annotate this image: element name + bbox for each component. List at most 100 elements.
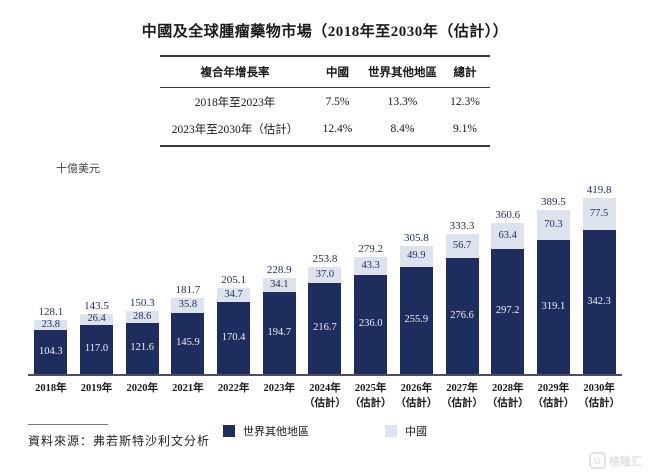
bar-chart-bars: 128.1 23.8 104.3 143.5 26.4 117.0 150.3 28.6 121…: [26, 178, 624, 374]
x-axis-label: 2026年 （估計）: [395, 383, 438, 410]
table-header-total: 總計: [440, 55, 490, 88]
x-axis-line: [28, 374, 622, 376]
table-cell-period: 2018年至2023年: [194, 97, 276, 109]
bar-segment-china: 23.8: [34, 319, 68, 331]
bar-column: 360.6 63.4 297.2: [485, 209, 531, 374]
y-axis-unit-label: 十億美元: [56, 163, 100, 175]
bar-total-label: 360.6: [495, 208, 521, 221]
x-axis-label: 2020年: [126, 383, 158, 394]
table-cell-rest-of-world: 8.4%: [365, 115, 440, 147]
bar-column: 228.9 34.1 194.7: [256, 264, 302, 374]
bar-segment-rest-of-world: 236.0: [354, 274, 388, 374]
legend-swatch: [385, 425, 397, 438]
bar-segment-rest-of-world: 276.6: [445, 257, 479, 374]
x-axis-label: 2027年 （估計）: [441, 383, 484, 410]
x-axis-label: 2019年: [80, 383, 113, 394]
source-text: 資料來源：弗若斯特沙利文分析: [28, 434, 211, 448]
bar-total-label: 181.7: [175, 283, 201, 296]
legend-label: 世界其他地區: [243, 426, 309, 439]
table-header-cagr: 複合年增長率: [160, 55, 310, 88]
gelonghui-logo-icon: G: [589, 452, 606, 469]
bar-segment-rest-of-world: 297.2: [491, 249, 525, 374]
bar-segment-rest-of-world: 319.1: [536, 239, 570, 374]
bar-segment-china: 35.8: [171, 297, 205, 313]
x-axis-label: 2021年: [172, 383, 204, 394]
bar-segment-rest-of-world: 145.9: [171, 312, 205, 374]
bar-segment-rest-of-world: 104.3: [34, 330, 68, 374]
source-footer: 資料來源：弗若斯特沙利文分析: [28, 424, 210, 449]
bar-segment-china: 37.0: [308, 267, 342, 283]
cagr-table: 複合年增長率 中國 世界其他地區 總計 2018年至2023年 7.5% 13.…: [160, 55, 490, 147]
bar-total-label: 143.5: [84, 299, 109, 312]
bar-segment-china: 34.7: [217, 287, 251, 303]
bar-total-label: 279.2: [358, 242, 384, 255]
x-axis-label: 2018年: [35, 383, 67, 394]
table-cell-total: 9.1%: [440, 115, 490, 147]
bar-segment-china: 26.4: [80, 313, 114, 325]
bar-column: 128.1 23.8 104.3: [28, 306, 74, 374]
bar-total-label: 305.8: [403, 231, 429, 244]
chart-title: 中國及全球腫瘤藥物市場（2018年至2030年（估計））: [141, 24, 509, 40]
stacked-bar-chart: 128.1 23.8 104.3 143.5 26.4 117.0 150.3 28.6 121…: [26, 178, 624, 411]
watermark-text: 格隆汇: [609, 455, 642, 468]
x-axis-label: 2025年 （估計）: [349, 383, 392, 410]
legend-item: 世界其他地區: [223, 423, 309, 439]
legend-swatch: [223, 425, 235, 438]
bar-column: 253.8 37.0 216.7: [302, 253, 348, 374]
bar-segment-rest-of-world: 121.6: [125, 322, 159, 374]
table-header-china: 中國: [310, 55, 365, 88]
bar-column: 333.3 56.7 276.6: [439, 220, 485, 374]
table-cell-china: 12.4%: [310, 115, 365, 147]
table-cell-china: 7.5%: [325, 96, 350, 108]
bar-total-label: 333.3: [449, 220, 475, 233]
bar-segment-rest-of-world: 170.4: [217, 302, 251, 374]
x-axis-label: 2022年: [217, 383, 250, 394]
table-row: 2018年至2023年 7.5% 13.3% 12.3%: [160, 88, 490, 116]
bar-total-label: 253.8: [312, 253, 338, 266]
table-cell-period: 2023年至2030年（估計）: [160, 115, 310, 147]
bar-segment-china: 56.7: [445, 234, 479, 258]
table-header-rest-of-world: 世界其他地區: [365, 55, 440, 88]
legend-item: 中國: [385, 423, 427, 439]
table-header-row: 複合年增長率 中國 世界其他地區 總計: [160, 55, 490, 88]
bar-column: 181.7 35.8 145.9: [165, 284, 211, 374]
bar-segment-china: 28.6: [125, 310, 159, 323]
x-axis-labels: 2018年 2019年 2020年 2021年 2022年 2023年 2024年 （估計） 2…: [26, 376, 624, 411]
x-axis-label: 2023年: [263, 383, 296, 394]
bar-segment-rest-of-world: 194.7: [262, 292, 296, 374]
legend-label: 中國: [405, 426, 427, 439]
x-axis-label: 2024年 （估計）: [303, 383, 346, 410]
bar-column: 205.1 34.7 170.4: [211, 274, 257, 374]
bar-column: 389.5 70.3 319.1: [531, 196, 577, 374]
chart-legend: 世界其他地區 中國: [0, 423, 650, 439]
bar-column: 150.3 28.6 121.6: [119, 297, 165, 374]
bar-segment-rest-of-world: 255.9: [399, 266, 433, 374]
bar-segment-china: 43.3: [354, 256, 388, 275]
x-axis-label: 2029年 （估計）: [532, 383, 575, 410]
bar-segment-china: 77.5: [582, 197, 616, 231]
bar-total-label: 205.1: [221, 273, 246, 286]
bar-total-label: 228.9: [266, 263, 292, 276]
bar-column: 305.8 49.9 255.9: [394, 232, 440, 374]
bar-segment-china: 63.4: [491, 222, 525, 250]
footer-divider: [28, 424, 108, 425]
table-row: 2023年至2030年（估計） 12.4% 8.4% 9.1%: [160, 115, 490, 147]
bar-segment-rest-of-world: 342.3: [582, 230, 616, 374]
table-cell-rest-of-world: 13.3%: [387, 96, 418, 108]
bar-total-label: 389.5: [541, 196, 566, 209]
bar-column: 279.2 43.3 236.0: [348, 243, 394, 374]
bar-segment-china: 70.3: [536, 210, 570, 240]
bar-total-label: 419.8: [586, 183, 612, 196]
bar-total-label: 150.3: [129, 296, 155, 309]
bar-segment-rest-of-world: 216.7: [308, 283, 342, 374]
x-axis-label: 2028年 （估計）: [486, 383, 529, 410]
table-cell-total: 12.3%: [450, 96, 480, 108]
bar-segment-rest-of-world: 117.0: [80, 324, 114, 374]
x-axis-label: 2030年 （估計）: [578, 383, 621, 410]
bar-total-label: 128.1: [38, 306, 64, 319]
bar-segment-china: 49.9: [399, 245, 433, 267]
gelonghui-watermark: G 格隆汇: [589, 452, 642, 469]
bar-segment-china: 34.1: [262, 277, 296, 293]
bar-column: 419.8 77.5 342.3: [576, 184, 622, 374]
